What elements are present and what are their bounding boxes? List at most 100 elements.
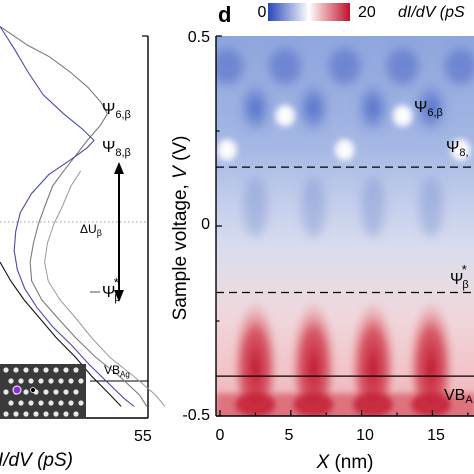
xtick-label-5: 5 bbox=[285, 427, 294, 444]
ytick-label--0.5: -0.5 bbox=[182, 407, 210, 424]
inset-lattice-dot bbox=[78, 378, 84, 384]
inset-lattice-dot bbox=[18, 378, 24, 384]
heatmap-red-lobe bbox=[233, 293, 278, 416]
spectrum-gray bbox=[0, 25, 148, 407]
inset-lattice-dot bbox=[68, 378, 74, 384]
heatmap-level-lines bbox=[216, 166, 474, 377]
colorbar-min-label: 0 bbox=[258, 4, 267, 21]
map-ylabel: Sample voltage, V (V) bbox=[170, 136, 191, 321]
inset-lattice-dot bbox=[58, 400, 64, 406]
map-y-ticks bbox=[216, 35, 222, 417]
inset-lattice-dot bbox=[3, 389, 9, 395]
inset-marker-purple bbox=[12, 385, 22, 395]
inset-marker-black bbox=[30, 387, 36, 393]
inset-lattice-dot bbox=[63, 367, 69, 373]
inset-lattice-dot bbox=[33, 411, 39, 417]
inset-lattice-dot bbox=[18, 400, 24, 406]
heatmap-blue-blob bbox=[415, 82, 448, 135]
heatmap-red-band bbox=[216, 393, 474, 416]
inset-lattice-dot bbox=[3, 411, 9, 417]
inset-lattice-dot bbox=[43, 411, 49, 417]
heatmap-top-blob bbox=[444, 48, 474, 85]
heatmap-red-lobe bbox=[350, 293, 395, 416]
inset-lattice-dot bbox=[33, 367, 39, 373]
inset-lattice-dot bbox=[8, 378, 14, 384]
heatmap-blue-blob bbox=[239, 82, 272, 135]
xtick-label-10: 10 bbox=[356, 427, 374, 444]
inset-lattice-dot bbox=[73, 367, 79, 373]
colorbar-gradient bbox=[268, 3, 350, 21]
map-x-ticks bbox=[219, 410, 469, 416]
inset-lattice-dot bbox=[53, 411, 59, 417]
heatmap-top-blob bbox=[386, 48, 419, 85]
inset-lattice-dot bbox=[43, 389, 49, 395]
heatmap-red-lobe bbox=[291, 293, 336, 416]
inset-lattice-dot bbox=[48, 378, 54, 384]
inset-lattice-dot bbox=[73, 411, 79, 417]
inset-lattice-dot bbox=[53, 389, 59, 395]
inset-lattice-dot bbox=[53, 367, 59, 373]
inset-lattice-dot bbox=[13, 411, 19, 417]
panel-label-d: d bbox=[218, 2, 231, 27]
ytick-label-0.5: 0.5 bbox=[188, 29, 210, 46]
heatmap-blue-blob bbox=[356, 82, 389, 135]
colorbar-max-label: 20 bbox=[358, 4, 376, 21]
heatmap-hot-core bbox=[280, 109, 291, 122]
label-psi-star-left: Ψβ* bbox=[102, 275, 121, 304]
label-vb-right: VBA bbox=[444, 387, 473, 406]
inset-lattice-dot bbox=[23, 367, 29, 373]
inset-lattice-dot bbox=[63, 389, 69, 395]
label-psi6-left: Ψ6,β bbox=[102, 101, 131, 121]
colorbar-title: dI/dV (pS bbox=[398, 4, 465, 21]
inset-stm-image bbox=[0, 364, 86, 418]
label-vb-left: VBAg bbox=[104, 363, 130, 379]
inset-lattice-dot bbox=[78, 400, 84, 406]
spectrum-black bbox=[0, 261, 122, 407]
inset-lattice-dot bbox=[58, 378, 64, 384]
heatmap-top-blob bbox=[216, 48, 244, 85]
inset-lattice-dot bbox=[68, 400, 74, 406]
heatmap-hot-core bbox=[455, 144, 466, 156]
xtick-label-15: 15 bbox=[427, 427, 445, 444]
heatmap-blue-streak bbox=[243, 177, 268, 237]
left-xlabel: I/dV (pS) bbox=[0, 450, 73, 471]
heatmap-panel-d: 0.5 0 -0.5 0 5 10 15 X (nm) Sample volta… bbox=[170, 29, 474, 473]
label-delta-u: ΔUβ bbox=[80, 222, 102, 238]
delta-u-arrow bbox=[114, 162, 124, 302]
inset-lattice-dot bbox=[43, 367, 49, 373]
inset-lattice-dot bbox=[63, 411, 69, 417]
spectrum-gray-2 bbox=[44, 170, 166, 407]
heatmap-image bbox=[216, 36, 474, 416]
label-psi8-left: Ψ8,β bbox=[102, 139, 131, 159]
map-xlabel: X (nm) bbox=[315, 452, 373, 473]
heatmap-hot-core bbox=[397, 109, 408, 122]
heatmap-blue-streak bbox=[419, 177, 444, 237]
inset-lattice-dot bbox=[13, 367, 19, 373]
inset-lattice-dot bbox=[23, 389, 29, 395]
heatmap-red-lobe bbox=[409, 293, 454, 416]
colorbar: d 0 20 dI/dV (pS bbox=[218, 2, 465, 27]
heatmap-blue-streak bbox=[301, 177, 326, 237]
heatmap-top-blob bbox=[328, 48, 361, 85]
inset-lattice-dot bbox=[3, 367, 9, 373]
inset-lattice-dot bbox=[48, 400, 54, 406]
left-xtick-55: 55 bbox=[134, 428, 152, 445]
label-psi-star-right: Ψβ* bbox=[450, 262, 469, 291]
heatmap-blue-blob bbox=[297, 82, 330, 135]
left-spectra-panel: Ψ6,β Ψ8,β ΔUβ Ψβ* VBAg 55 I/dV (pS) bbox=[0, 25, 166, 471]
inset-lattice-dot bbox=[28, 400, 34, 406]
inset-lattice-dot bbox=[38, 400, 44, 406]
inset-lattice-dot bbox=[28, 378, 34, 384]
heatmap-hot-core bbox=[222, 144, 233, 156]
label-psi6-right: Ψ6,β bbox=[414, 99, 443, 119]
label-psi8-right: Ψ8, bbox=[446, 139, 469, 159]
ytick-label-0: 0 bbox=[201, 216, 210, 233]
spectrum-blue bbox=[0, 26, 135, 407]
xtick-label-0: 0 bbox=[216, 427, 225, 444]
inset-lattice-dot bbox=[23, 411, 29, 417]
inset-lattice-dot bbox=[73, 389, 79, 395]
heatmap-hot-core bbox=[339, 144, 350, 156]
heatmap-blue-streak bbox=[360, 177, 385, 237]
heatmap-top-blob bbox=[269, 48, 302, 85]
